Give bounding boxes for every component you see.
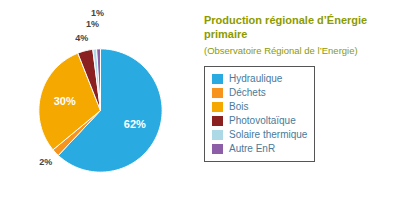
html-text:Hydraulique: Hydraulique (229, 72, 283, 84)
html-text:Photovoltaïque: Photovoltaïque (229, 114, 296, 126)
svg-text:30%: 30% (54, 95, 76, 107)
svg-text:2%: 2% (39, 157, 52, 167)
html-text:Solaire thermique: Solaire thermique (229, 128, 308, 140)
html-text:Déchets: Déchets (229, 86, 266, 98)
html-text:(Observatoire Régional de l’En: (Observatoire Régional de l’Energie) (204, 44, 358, 56)
html-text:Autre EnR: Autre EnR (229, 142, 276, 154)
html-text:Production régionale d’Énergie: Production régionale d’Énergie primaire (204, 14, 368, 40)
svg-text:4%: 4% (75, 33, 88, 43)
svg-text:1%: 1% (86, 19, 99, 29)
svg-text:62%: 62% (124, 118, 146, 130)
html-text:Bois: Bois (229, 100, 249, 112)
svg-text:1%: 1% (91, 8, 104, 18)
